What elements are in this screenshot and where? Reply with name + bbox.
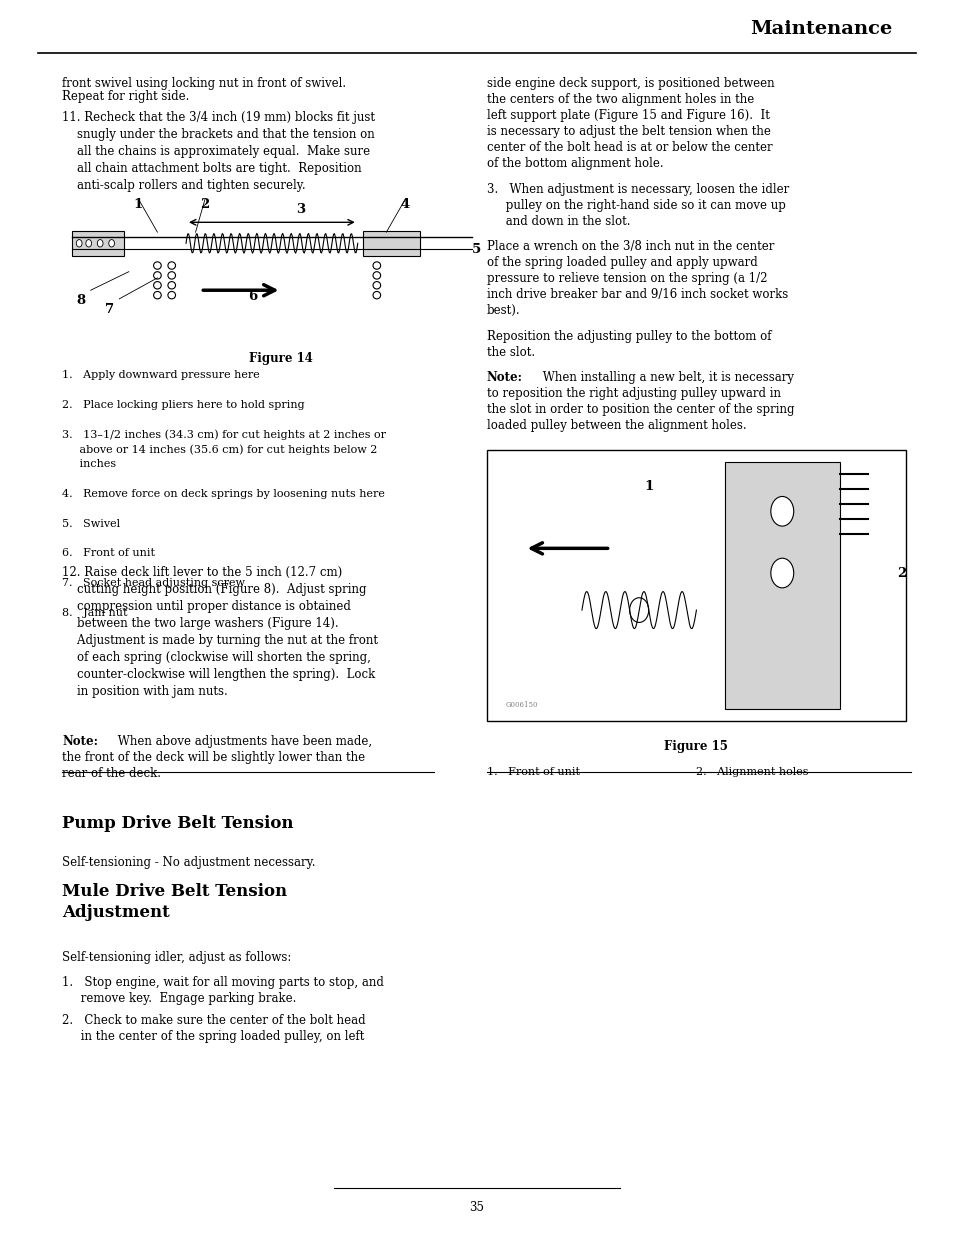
Circle shape xyxy=(97,240,103,247)
Circle shape xyxy=(76,240,82,247)
Text: Pump Drive Belt Tension: Pump Drive Belt Tension xyxy=(62,815,294,832)
Text: Reposition the adjusting pulley to the bottom of: Reposition the adjusting pulley to the b… xyxy=(486,330,770,343)
Circle shape xyxy=(86,240,91,247)
Text: pressure to relieve tension on the spring (a 1/2: pressure to relieve tension on the sprin… xyxy=(486,272,766,285)
Text: 35: 35 xyxy=(469,1202,484,1214)
Text: inches: inches xyxy=(62,459,116,469)
Text: 1.   Stop engine, wait for all moving parts to stop, and: 1. Stop engine, wait for all moving part… xyxy=(62,976,383,989)
Text: loaded pulley between the alignment holes.: loaded pulley between the alignment hole… xyxy=(486,419,745,432)
Text: Self-tensioning idler, adjust as follows:: Self-tensioning idler, adjust as follows… xyxy=(62,951,291,965)
Text: 2: 2 xyxy=(200,198,210,211)
Text: remove key.  Engage parking brake.: remove key. Engage parking brake. xyxy=(62,992,296,1005)
Text: to reposition the right adjusting pulley upward in: to reposition the right adjusting pulley… xyxy=(486,387,780,400)
Text: above or 14 inches (35.6 cm) for cut heights below 2: above or 14 inches (35.6 cm) for cut hei… xyxy=(62,445,377,456)
Bar xyxy=(71,231,124,256)
Circle shape xyxy=(629,598,648,622)
Text: Note:: Note: xyxy=(62,735,98,748)
Text: Place a wrench on the 3/8 inch nut in the center: Place a wrench on the 3/8 inch nut in th… xyxy=(486,240,773,253)
Text: front swivel using locking nut in front of swivel.: front swivel using locking nut in front … xyxy=(62,77,346,90)
Text: G006150: G006150 xyxy=(505,701,537,709)
Text: the slot in order to position the center of the spring: the slot in order to position the center… xyxy=(486,403,793,416)
Text: the centers of the two alignment holes in the: the centers of the two alignment holes i… xyxy=(486,93,753,106)
Circle shape xyxy=(770,558,793,588)
Text: rear of the deck.: rear of the deck. xyxy=(62,767,161,781)
Text: When above adjustments have been made,: When above adjustments have been made, xyxy=(114,735,373,748)
Text: of the spring loaded pulley and apply upward: of the spring loaded pulley and apply up… xyxy=(486,256,757,269)
Text: 7: 7 xyxy=(105,303,114,316)
Text: center of the bolt head is at or below the center: center of the bolt head is at or below t… xyxy=(486,141,771,154)
Text: the slot.: the slot. xyxy=(486,346,534,359)
Text: 1: 1 xyxy=(643,480,653,494)
Text: Self-tensioning - No adjustment necessary.: Self-tensioning - No adjustment necessar… xyxy=(62,856,315,869)
Text: the front of the deck will be slightly lower than the: the front of the deck will be slightly l… xyxy=(62,751,365,764)
Text: best).: best). xyxy=(486,304,519,317)
Text: 2: 2 xyxy=(896,567,905,579)
Bar xyxy=(362,231,419,256)
Bar xyxy=(724,462,839,709)
Text: inch drive breaker bar and 9/16 inch socket works: inch drive breaker bar and 9/16 inch soc… xyxy=(486,288,787,301)
Text: left support plate (Figure 15 and Figure 16).  It: left support plate (Figure 15 and Figure… xyxy=(486,109,769,122)
Text: Figure 14: Figure 14 xyxy=(250,352,313,366)
Text: 8.   Jam nut: 8. Jam nut xyxy=(62,608,128,618)
FancyBboxPatch shape xyxy=(486,450,905,721)
Text: 1: 1 xyxy=(133,198,143,211)
Text: pulley on the right-hand side so it can move up: pulley on the right-hand side so it can … xyxy=(486,199,784,212)
Text: in the center of the spring loaded pulley, on left: in the center of the spring loaded pulle… xyxy=(62,1030,364,1044)
Text: side engine deck support, is positioned between: side engine deck support, is positioned … xyxy=(486,77,773,90)
Text: 1.   Apply downward pressure here: 1. Apply downward pressure here xyxy=(62,370,259,380)
Text: 5.   Swivel: 5. Swivel xyxy=(62,519,120,529)
Text: 2.   Check to make sure the center of the bolt head: 2. Check to make sure the center of the … xyxy=(62,1014,365,1028)
Text: 3: 3 xyxy=(295,203,305,216)
Text: 6: 6 xyxy=(248,290,257,304)
Text: 5: 5 xyxy=(472,243,481,256)
Circle shape xyxy=(770,496,793,526)
Text: 3.   13–1/2 inches (34.3 cm) for cut heights at 2 inches or: 3. 13–1/2 inches (34.3 cm) for cut heigh… xyxy=(62,430,386,441)
Text: 1.   Front of unit: 1. Front of unit xyxy=(486,767,578,777)
Text: and down in the slot.: and down in the slot. xyxy=(486,215,629,228)
Text: 4: 4 xyxy=(400,198,410,211)
Text: is necessary to adjust the belt tension when the: is necessary to adjust the belt tension … xyxy=(486,125,770,138)
Text: Maintenance: Maintenance xyxy=(749,20,891,38)
FancyBboxPatch shape xyxy=(62,191,481,346)
Text: 12. Raise deck lift lever to the 5 inch (12.7 cm)
    cutting height position (F: 12. Raise deck lift lever to the 5 inch … xyxy=(62,566,377,698)
Text: When installing a new belt, it is necessary: When installing a new belt, it is necess… xyxy=(538,370,793,384)
Text: 2.   Place locking pliers here to hold spring: 2. Place locking pliers here to hold spr… xyxy=(62,400,304,410)
Text: of the bottom alignment hole.: of the bottom alignment hole. xyxy=(486,157,662,170)
Circle shape xyxy=(109,240,114,247)
Text: 8: 8 xyxy=(76,294,86,308)
Text: 3.   When adjustment is necessary, loosen the idler: 3. When adjustment is necessary, loosen … xyxy=(486,183,788,196)
Text: Note:: Note: xyxy=(486,370,522,384)
Text: Repeat for right side.: Repeat for right side. xyxy=(62,90,190,104)
Text: 6.   Front of unit: 6. Front of unit xyxy=(62,548,154,558)
Text: 4.   Remove force on deck springs by loosening nuts here: 4. Remove force on deck springs by loose… xyxy=(62,489,384,499)
Text: 7.   Socket head adjusting screw: 7. Socket head adjusting screw xyxy=(62,578,245,588)
Text: 11. Recheck that the 3/4 inch (19 mm) blocks fit just
    snugly under the brack: 11. Recheck that the 3/4 inch (19 mm) bl… xyxy=(62,111,375,193)
Text: 2.   Alignment holes: 2. Alignment holes xyxy=(696,767,808,777)
Text: Figure 15: Figure 15 xyxy=(664,740,727,753)
Text: Mule Drive Belt Tension
Adjustment: Mule Drive Belt Tension Adjustment xyxy=(62,883,287,921)
